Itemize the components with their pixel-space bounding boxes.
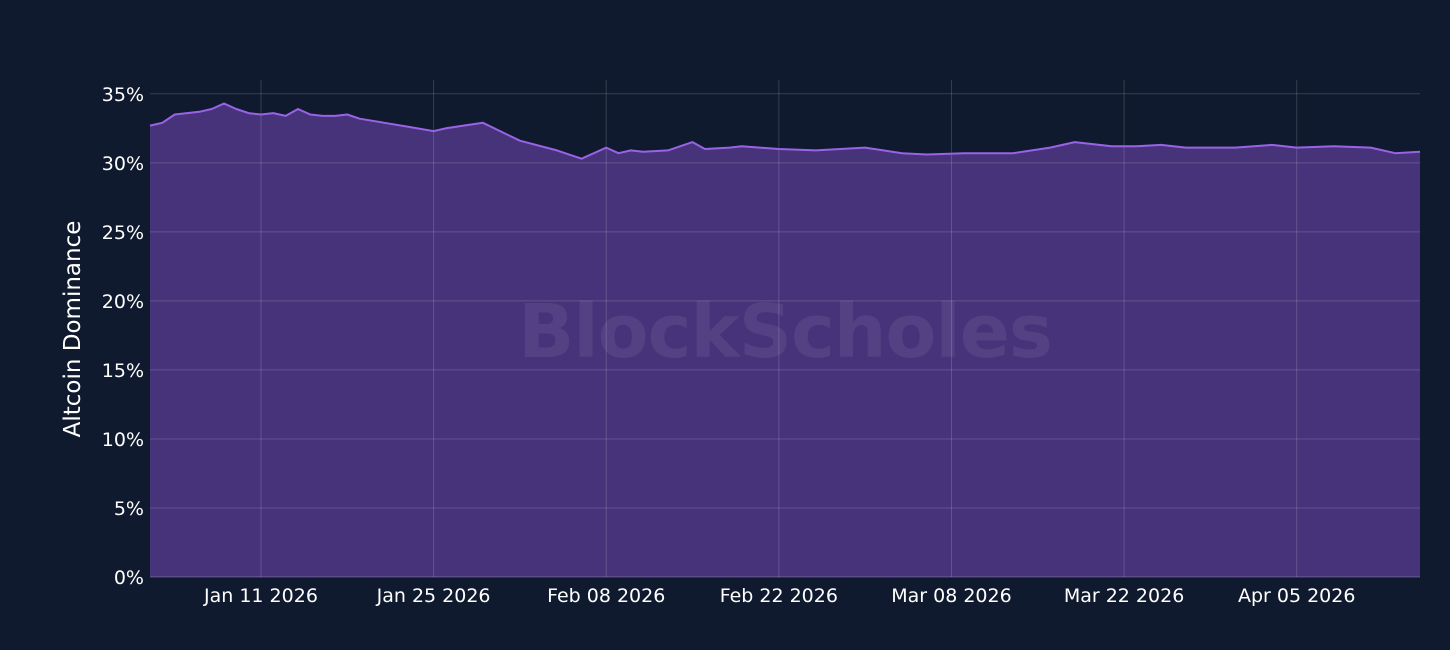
x-tick-label: Mar 22 2026 bbox=[1064, 585, 1184, 607]
series-area bbox=[150, 103, 1420, 577]
y-axis-ticks: 0% 5% 10% 15% 20% 25% 30% 35% bbox=[102, 84, 144, 589]
area-layer bbox=[150, 103, 1420, 577]
y-tick-label: 35% bbox=[102, 84, 144, 106]
y-tick-label: 15% bbox=[102, 360, 144, 382]
grid-layer bbox=[150, 80, 1420, 578]
y-tick-label: 10% bbox=[102, 429, 144, 451]
series-line bbox=[149, 102, 1421, 160]
y-axis-title: Altcoin Dominance bbox=[60, 221, 86, 438]
x-tick-label: Jan 11 2026 bbox=[203, 585, 318, 607]
x-tick-label: Feb 08 2026 bbox=[547, 585, 665, 607]
y-tick-label: 30% bbox=[102, 153, 144, 175]
watermark-logo: BlockScholes bbox=[518, 289, 1052, 375]
x-tick-label: Jan 25 2026 bbox=[376, 585, 491, 607]
x-axis-ticks: Jan 11 2026 Jan 25 2026 Feb 08 2026 Feb 22 … bbox=[203, 585, 1355, 607]
x-tick-label: Mar 08 2026 bbox=[891, 585, 1011, 607]
y-tick-label: 0% bbox=[114, 567, 144, 589]
x-tick-label: Apr 05 2026 bbox=[1238, 585, 1355, 607]
y-tick-label: 5% bbox=[114, 498, 144, 520]
line-layer bbox=[149, 102, 1421, 160]
y-tick-label: 25% bbox=[102, 222, 144, 244]
x-tick-label: Feb 22 2026 bbox=[720, 585, 838, 607]
watermark-layer: BlockScholes bbox=[518, 289, 1053, 375]
y-tick-label: 20% bbox=[102, 291, 144, 313]
